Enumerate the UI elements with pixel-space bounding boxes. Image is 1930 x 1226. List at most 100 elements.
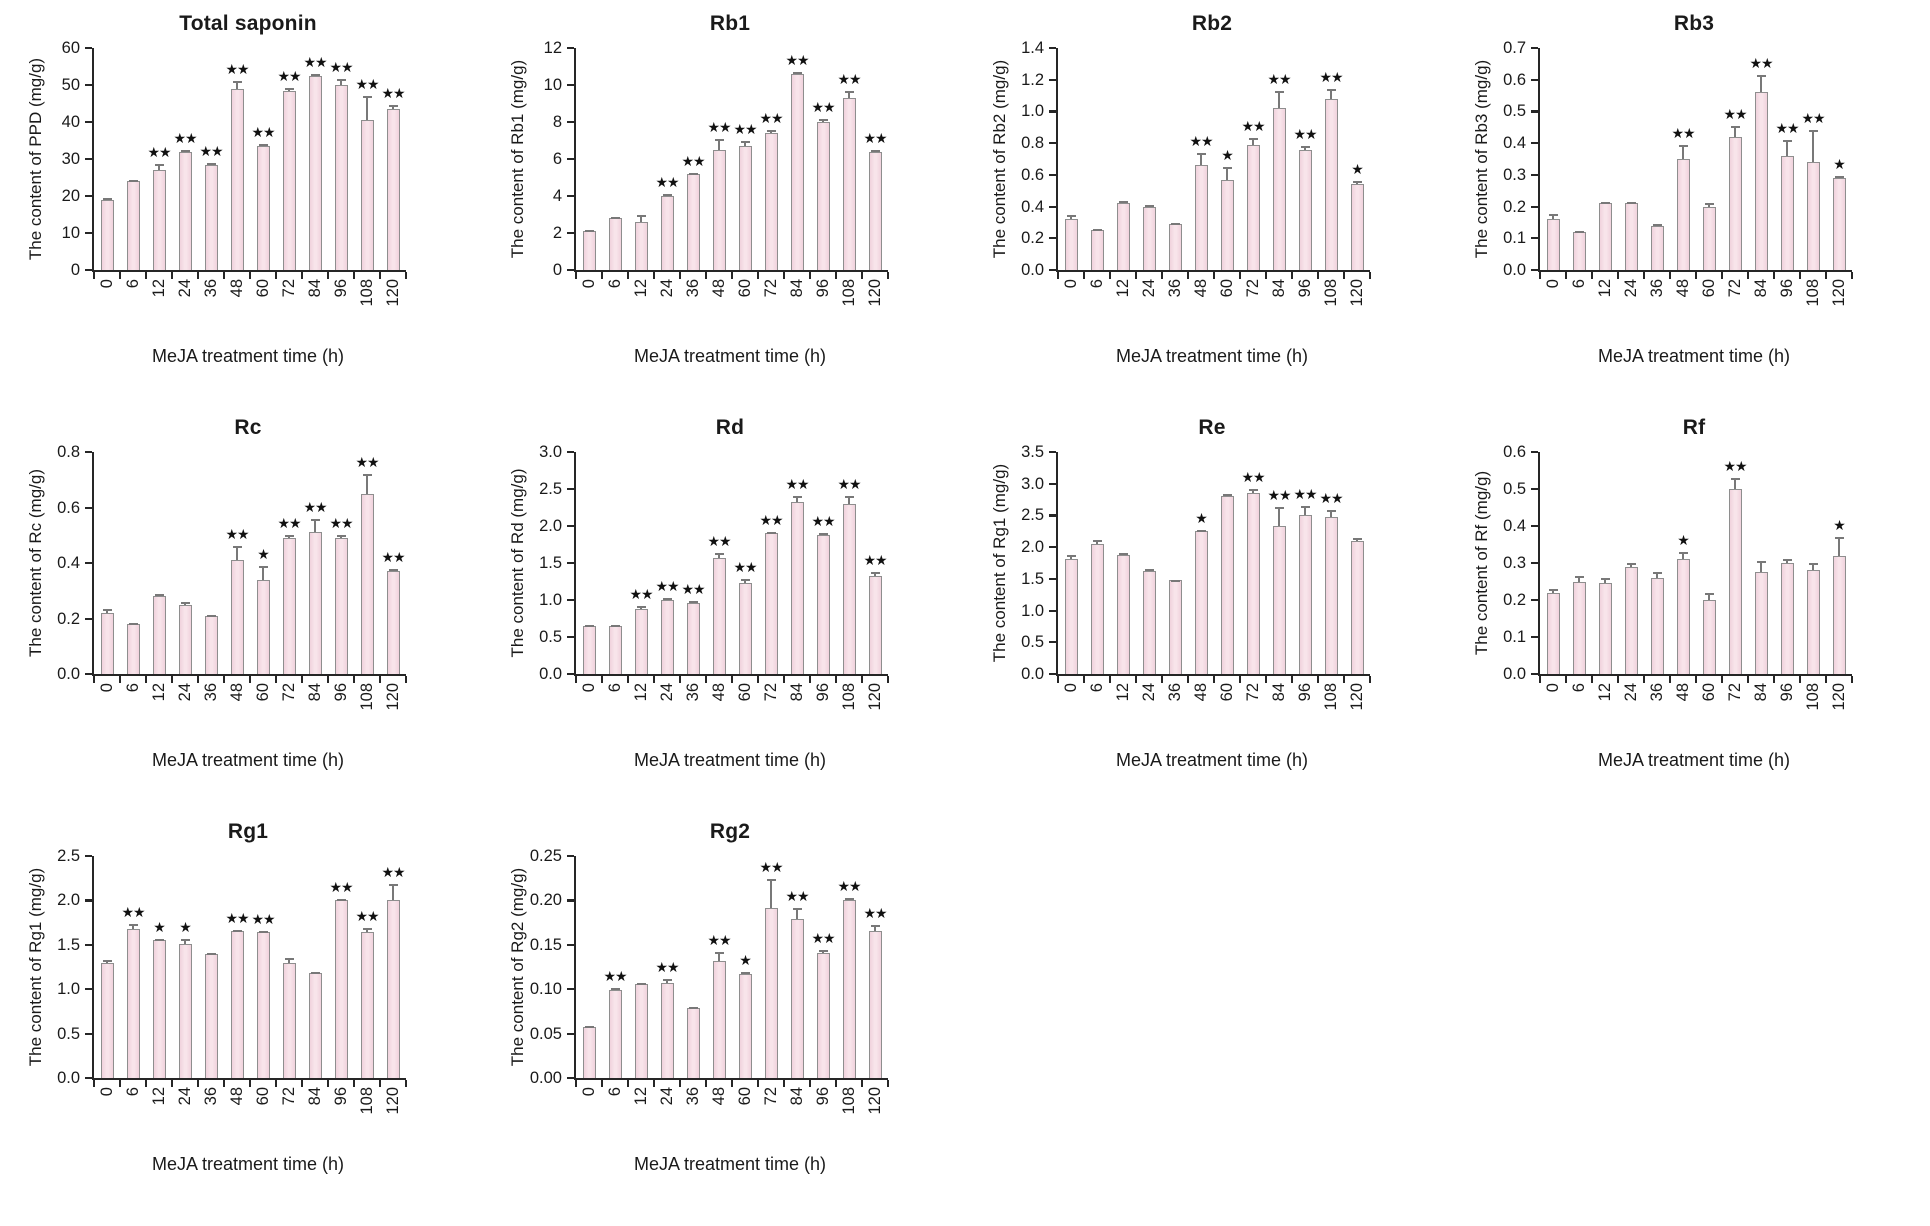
bar-72h [282,962,296,1078]
x-axis-label: MeJA treatment time (h) [151,346,345,366]
error-bar-cap [388,105,398,108]
x-tick-label: 36 [1648,683,1666,702]
x-tick [887,1080,890,1087]
x-tick-label: 96 [1778,279,1796,298]
bar-0h [1064,558,1078,674]
significance-marker: ★★ [277,67,301,84]
bar-84h [790,501,804,674]
error-bar-cap [1144,568,1154,571]
significance-marker: ★★ [837,71,861,88]
x-tick-label: 120 [866,683,884,711]
significance-marker: ★★ [655,958,679,975]
x-tick [249,1080,252,1087]
error-bar [1604,577,1606,584]
bar-60h [1220,179,1234,270]
bar-48h [1676,159,1690,270]
bar-96h [816,122,830,270]
y-tick [85,451,92,454]
x-tick [93,272,96,279]
x-tick [405,1080,408,1087]
y-tick-label: 0.0 [57,665,80,683]
significance-marker: ★★ [1189,132,1213,149]
bar-96h [816,952,830,1078]
x-tick-label: 12 [150,683,168,702]
y-tick [567,1032,574,1035]
error-bar-cap [714,951,724,954]
y-tick [85,855,92,858]
significance-marker: ★ [1195,510,1208,527]
y-tick [85,121,92,124]
x-tick [1239,272,1242,279]
error-bar-cap [1222,166,1232,169]
x-tick-label: 108 [358,683,376,711]
significance-marker: ★★ [863,905,887,922]
plot-area: 0.0 0.2 0.4 0.6 0.8 0 6 12 24 36 ★★ 48 ★ 60 ★★ 72 ★★ 84 ★★… [57,443,408,711]
x-tick-label: 0 [580,1087,598,1097]
error-bar [392,884,394,901]
bar-120h [1350,184,1364,270]
error-bar-cap [792,495,802,498]
y-tick-label: 0.0 [1021,665,1044,683]
x-tick [171,1080,174,1087]
x-tick [809,272,812,279]
x-tick-label: 6 [606,279,624,289]
x-tick-label: 6 [124,1087,142,1097]
x-tick [679,1080,682,1087]
bar-36h [204,953,218,1078]
x-tick [353,272,356,279]
y-tick [1049,78,1056,81]
y-tick-label: 2.5 [1021,506,1044,525]
x-tick-label: 6 [606,683,624,693]
error-bar [848,91,850,98]
error-bar [1070,214,1072,220]
error-bar-cap [1756,74,1766,77]
error-bar [718,138,720,150]
error-bar [848,496,850,504]
x-tick-label: 108 [358,1087,376,1115]
bar-36h [1650,225,1664,270]
x-tick [171,272,174,279]
x-tick [405,676,408,683]
error-bar [1760,74,1762,93]
bar-72h [1246,144,1260,270]
significance-marker: ★ [257,545,270,562]
y-tick [567,269,574,272]
error-bar-cap [1548,213,1558,216]
y-tick [1049,609,1056,612]
bar-84h [1272,526,1286,674]
y-tick-label: 0.5 [1503,480,1526,498]
significance-marker: ★★ [681,152,705,169]
x-tick [1057,676,1060,683]
x-tick [145,676,148,683]
error-bar-cap [766,879,776,882]
chart-title-re: Re [1198,416,1226,439]
y-tick-label: 1.5 [57,935,80,954]
x-tick-label: 60 [254,683,272,702]
error-bar-cap [636,982,646,985]
bar-24h [178,151,192,270]
x-tick-label: 60 [736,279,754,298]
bar-108h [1806,162,1820,270]
y-tick-label: 0.1 [1503,229,1526,248]
bar-96h [1298,149,1312,270]
x-tick [405,272,408,279]
error-bar-cap [1248,488,1258,491]
chart-rb2: Rb2 The content of Rb2 (mg/g) 0.0 0.2 0.4 0.6… [968,12,1450,412]
x-tick [731,676,734,683]
significance-marker: ★★ [1775,119,1799,136]
plot-area: 0.0 0.2 0.4 0.6 0.8 1.0 1.2 1.4 0 6 12 24 36 ★★ 48 ★ 60 ★… [1021,39,1372,307]
x-tick-label: 24 [1622,683,1640,702]
chart-title-rg1: Rg1 [227,820,269,843]
bar-72h [282,90,296,270]
x-axis-label: MeJA treatment time (h) [633,1154,827,1174]
x-tick-label: 72 [762,683,780,702]
error-bar [236,546,238,561]
x-tick [1291,676,1294,683]
error-bar-cap [102,198,112,201]
error-bar-cap [688,1006,698,1009]
y-tick-label: 2 [552,224,562,242]
chart-title-rc: Rc [234,416,262,439]
error-bar [1330,89,1332,99]
error-bar-cap [714,553,724,556]
